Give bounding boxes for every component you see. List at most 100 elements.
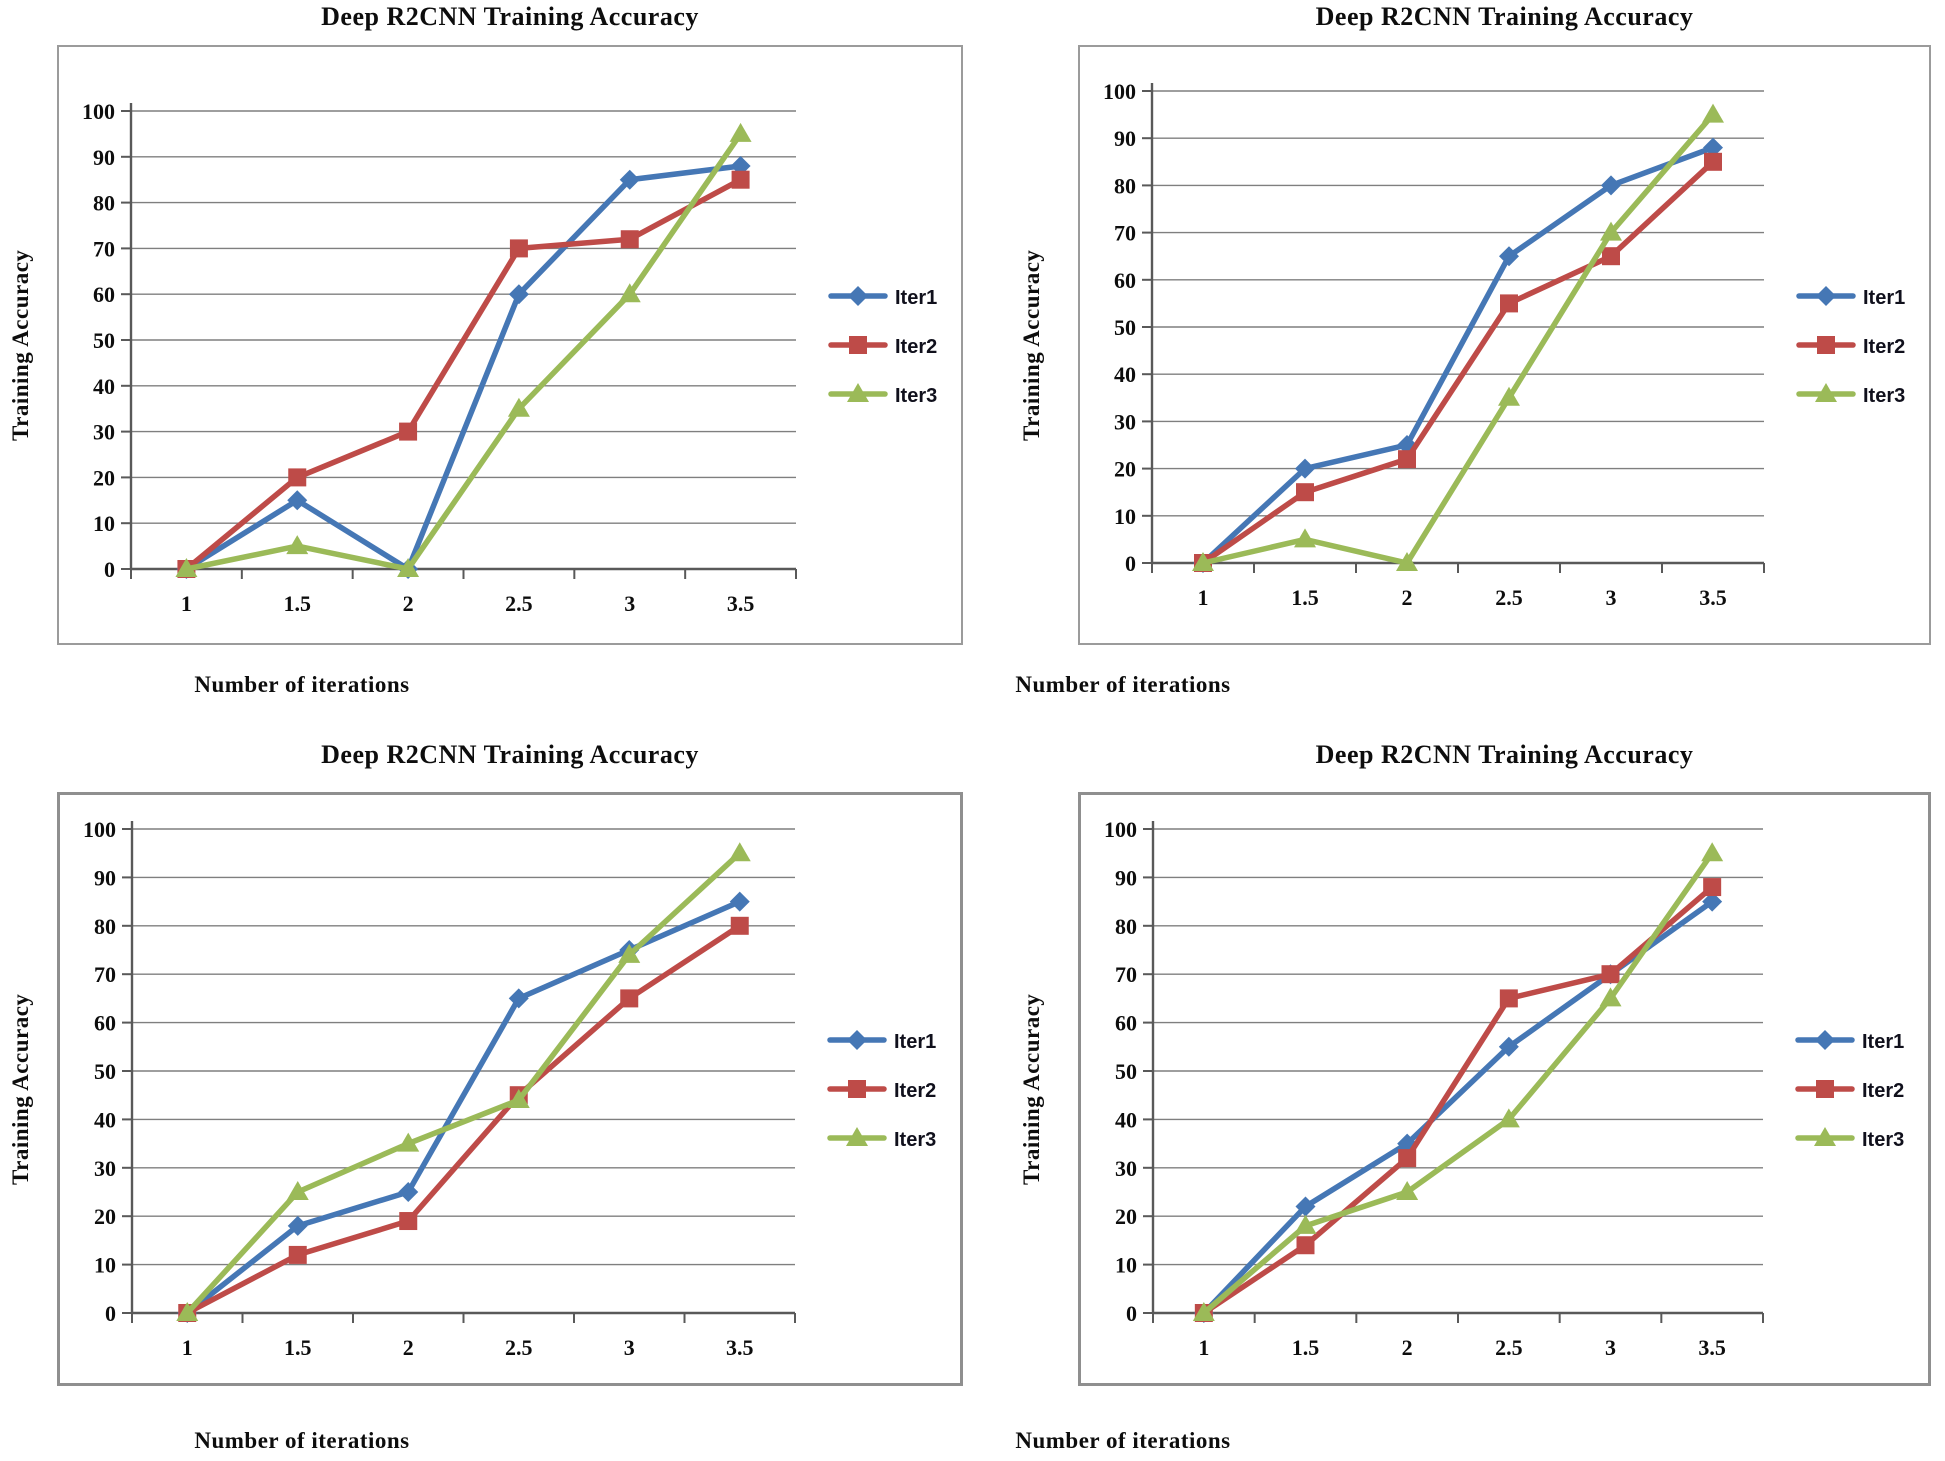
x-tick-label: 2 [1402, 1335, 1413, 1360]
x-tick-label: 2 [403, 1335, 414, 1360]
chart-bottom-left: Deep R2CNN Training Accuracy Training Ac… [0, 700, 972, 1461]
x-tick-label: 2 [403, 591, 414, 616]
triangle-marker [1396, 552, 1418, 571]
diamond-marker [1816, 286, 1836, 306]
y-tick-label: 40 [1114, 362, 1136, 387]
y-tick-label: 50 [94, 1059, 116, 1084]
diamond-marker [1702, 891, 1723, 912]
chart-top-left: Deep R2CNN Training Accuracy Training Ac… [0, 0, 972, 700]
plot-frame: 0 10 20 30 40 50 60 70 80 90 100 1 1.5 2 2.5 3 3.5 Iter1 I… [57, 45, 963, 645]
y-tick-label: 80 [94, 914, 116, 939]
series-line-Iter1 [184, 898, 743, 1316]
series-line-Iter1 [1200, 144, 1716, 566]
diamond-marker [398, 1182, 419, 1202]
diamond-marker [1498, 1036, 1519, 1057]
square-marker [848, 1080, 866, 1098]
series-Iter1 [176, 155, 751, 579]
diamond-marker [1601, 175, 1621, 196]
gridlines [132, 828, 795, 1266]
series-line-Iter3 [184, 850, 743, 1316]
triangle-marker [1815, 383, 1837, 402]
triangle-marker [1497, 1108, 1520, 1128]
triangle-marker [397, 1132, 420, 1152]
series-Iter1 [1193, 137, 1723, 573]
y-tick-label: 50 [1114, 315, 1136, 340]
triangle-marker [1192, 552, 1214, 571]
series-Iter2 [1194, 152, 1722, 572]
legend-label: Iter3 [1863, 385, 1905, 407]
x-axis-title: Number of iterations [194, 672, 410, 697]
y-tick-label: 40 [1115, 1107, 1137, 1132]
y-axis-title: Training Accuracy [8, 993, 33, 1185]
triangle-marker [1294, 528, 1316, 548]
series-Iter3 [1192, 103, 1724, 571]
square-marker [1602, 247, 1620, 266]
triangle-marker [1702, 103, 1724, 123]
diamond-marker [848, 286, 868, 306]
y-axis-title: Training Accuracy [8, 249, 33, 441]
square-marker [399, 1212, 418, 1231]
legend-item-Iter3: Iter3 [1795, 1127, 1904, 1151]
triangle-marker [1192, 1302, 1215, 1321]
legend-label: Iter1 [1862, 1031, 1904, 1053]
legend-item-Iter3: Iter3 [827, 1127, 936, 1151]
legend-label: Iter2 [894, 1080, 936, 1102]
square-marker [1601, 965, 1620, 984]
x-tick-label: 3.5 [1698, 1335, 1726, 1360]
square-marker [1817, 336, 1835, 354]
y-tick-label: 0 [105, 1301, 116, 1326]
square-marker [730, 916, 749, 935]
square-marker [288, 468, 307, 487]
y-tick-label: 20 [1114, 457, 1136, 482]
x-tick-label: 3 [1606, 585, 1617, 610]
triangle-marker [507, 397, 530, 417]
axes: 0 10 20 30 40 50 60 70 80 90 100 1 1.5 2 2.5 3 3.5 [1104, 817, 1764, 1360]
triangle-marker [728, 842, 751, 862]
legend-label: Iter3 [1862, 1129, 1904, 1151]
x-tick-label: 1.5 [284, 591, 312, 616]
gridlines [1153, 828, 1763, 1266]
y-tick-label: 10 [94, 1253, 116, 1278]
y-tick-label: 90 [93, 145, 115, 170]
y-tick-label: 90 [94, 865, 116, 890]
triangle-marker [507, 1089, 530, 1109]
series-Iter3 [175, 122, 752, 577]
legend-label: Iter1 [895, 287, 937, 309]
x-tick-label: 3 [624, 591, 635, 616]
triangle-marker [176, 1302, 199, 1321]
square-marker [399, 422, 418, 441]
diamond-marker [287, 1215, 308, 1236]
y-tick-label: 40 [94, 1107, 116, 1132]
square-marker [1296, 483, 1314, 502]
triangle-marker [286, 1181, 309, 1200]
diamond-marker [847, 1030, 867, 1050]
x-tick-label: 2.5 [1495, 1335, 1523, 1360]
triangle-marker [175, 558, 198, 577]
chart-title: Deep R2CNN Training Accuracy [1315, 2, 1694, 31]
legend-label: Iter2 [1862, 1080, 1904, 1102]
y-tick-label: 0 [104, 557, 115, 582]
plot-frame: 0 10 20 30 40 50 60 70 80 90 100 1 1.5 2 2.5 3 3.5 Iter1 I… [1078, 792, 1931, 1386]
x-axis-title: Number of iterations [1015, 1428, 1231, 1453]
triangle-marker [618, 943, 641, 963]
axes: 0 10 20 30 40 50 60 70 80 90 100 1 1.5 2 2.5 3 3.5 [1103, 79, 1765, 610]
x-tick-label: 1 [181, 591, 192, 616]
x-tick-label: 1.5 [284, 1335, 312, 1360]
y-tick-label: 100 [83, 817, 116, 842]
series-line-Iter2 [183, 176, 744, 572]
series-Iter1 [177, 891, 750, 1323]
triangle-marker [1396, 1181, 1419, 1200]
legend-item-Iter1: Iter1 [828, 286, 937, 309]
x-axis-title: Number of iterations [1015, 672, 1231, 697]
diamond-marker [287, 490, 308, 511]
x-tick-label: 2.5 [1495, 585, 1523, 610]
triangle-marker [846, 1127, 868, 1146]
legend-label: Iter2 [895, 336, 937, 358]
y-tick-label: 70 [1114, 221, 1136, 246]
y-tick-label: 60 [94, 1011, 116, 1036]
x-tick-label: 2.5 [505, 1335, 533, 1360]
square-marker [1704, 152, 1722, 171]
